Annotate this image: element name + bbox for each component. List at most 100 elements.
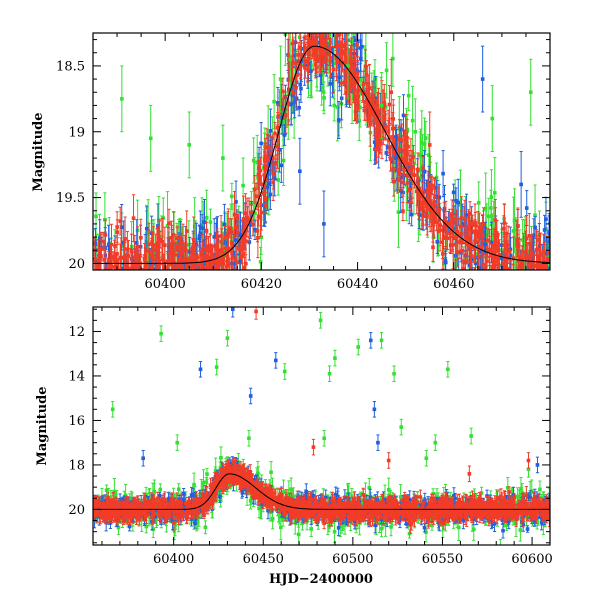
red-point: [355, 33, 359, 69]
blue-point: [195, 273, 199, 307]
red-point: [124, 273, 128, 309]
blue-point: [317, 33, 321, 38]
red-point: [520, 251, 525, 270]
green-point: [139, 285, 143, 333]
red-point: [235, 245, 239, 270]
green-point: [216, 282, 220, 306]
red-point: [98, 274, 102, 307]
red-point: [247, 197, 251, 245]
red-point: [113, 268, 117, 270]
red-point: [204, 232, 209, 270]
red-point: [275, 124, 280, 169]
blue-point: [131, 268, 135, 270]
red-point: [396, 134, 400, 181]
red-point: [442, 201, 446, 240]
red-outlier-point: [311, 438, 316, 456]
red-point: [459, 196, 464, 240]
x-tick-label: 60460: [433, 277, 474, 292]
blue-point: [116, 287, 120, 324]
green-outlier-point: [379, 72, 384, 139]
red-point: [161, 243, 165, 270]
red-point: [156, 225, 161, 253]
y-tick-label: 16: [68, 414, 85, 429]
red-point: [502, 262, 506, 270]
green-outlier-point: [413, 98, 418, 166]
blue-point: [497, 268, 502, 270]
red-point: [114, 266, 118, 270]
red-point: [271, 163, 275, 201]
red-point: [142, 243, 147, 270]
red-point: [200, 234, 204, 270]
red-point: [432, 187, 437, 225]
red-point: [93, 237, 97, 270]
blue-point: [477, 275, 481, 293]
green-outlier-point: [392, 365, 396, 383]
red-point: [135, 226, 140, 267]
blue-point: [548, 271, 552, 294]
red-point: [124, 281, 128, 299]
y-tick-label: 14: [68, 369, 85, 384]
blue-outlier-point: [322, 190, 326, 258]
green-outlier-point: [424, 449, 429, 467]
x-tick-label: 60600: [511, 552, 552, 567]
green-outlier-point: [333, 349, 337, 367]
green-point: [324, 0, 328, 24]
blue-outlier-point: [372, 401, 377, 418]
red-point: [364, 83, 369, 121]
green-outlier-point: [225, 329, 230, 347]
x-axis-label: HJD−2400000: [269, 572, 373, 587]
green-outlier-point: [399, 418, 404, 436]
red-point: [401, 202, 405, 222]
red-outlier-point: [467, 465, 472, 483]
red-point: [224, 247, 229, 270]
red-point: [211, 269, 215, 270]
blue-point: [118, 275, 122, 319]
x-tick-label: 60440: [337, 277, 378, 292]
y-tick-label: 18: [68, 458, 85, 473]
red-point: [463, 250, 467, 270]
blue-point: [547, 215, 550, 249]
red-point: [545, 236, 550, 270]
green-point: [391, 33, 395, 87]
green-point: [125, 282, 129, 314]
red-point: [376, 87, 381, 135]
blue-outlier-point: [274, 352, 278, 369]
green-point: [406, 79, 411, 112]
red-point: [235, 209, 239, 227]
red-point: [243, 203, 248, 251]
green-outlier-point: [469, 427, 473, 445]
red-point: [533, 297, 537, 322]
green-outlier-point: [322, 429, 326, 447]
red-point: [468, 249, 472, 270]
red-point: [536, 235, 540, 264]
red-point: [303, 33, 307, 51]
red-point: [264, 196, 268, 215]
red-point: [342, 69, 347, 95]
y-tick-label: 19.5: [56, 191, 85, 206]
blue-outlier-point: [368, 332, 373, 349]
blue-outlier-point: [519, 151, 523, 218]
blue-outlier-point: [394, 124, 398, 192]
blue-point: [525, 525, 530, 533]
red-point: [147, 222, 151, 266]
green-outlier-point: [528, 58, 533, 126]
green-point: [498, 539, 502, 545]
red-point: [229, 218, 234, 246]
red-point: [112, 239, 117, 270]
red-point: [375, 105, 380, 151]
blue-point: [120, 269, 125, 270]
green-outlier-point: [446, 360, 450, 378]
green-point: [258, 246, 263, 270]
red-point: [109, 272, 113, 302]
red-point: [294, 33, 298, 43]
green-point: [500, 264, 504, 270]
green-outlier-point: [490, 85, 495, 152]
blue-point: [120, 269, 124, 270]
red-point: [109, 268, 113, 270]
red-point: [158, 251, 162, 270]
red-outlier-point: [254, 307, 258, 320]
blue-point: [279, 147, 284, 183]
red-point: [185, 250, 189, 270]
x-tick-label: 60400: [153, 552, 194, 567]
blue-point: [539, 267, 543, 270]
